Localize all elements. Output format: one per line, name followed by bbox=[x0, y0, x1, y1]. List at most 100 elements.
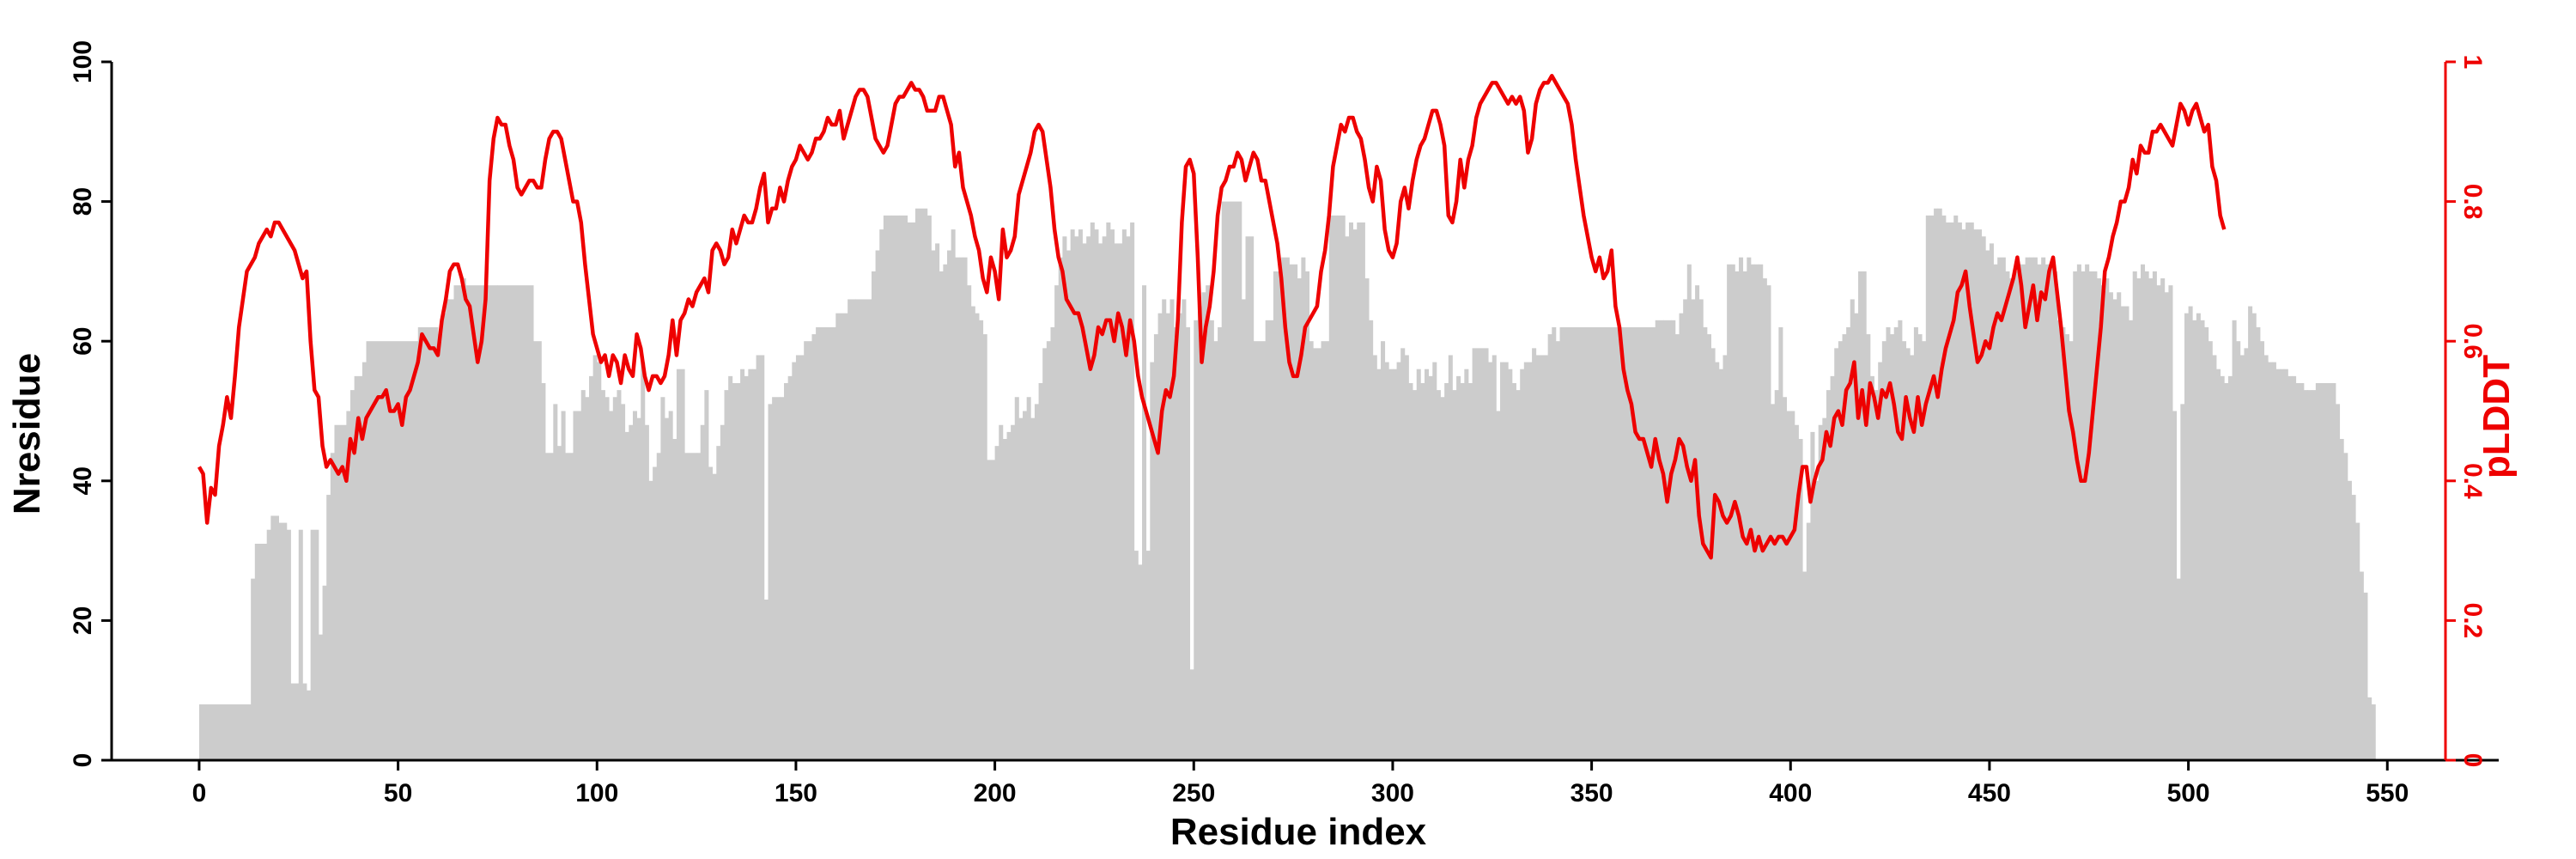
nresidue-bar bbox=[1408, 382, 1413, 760]
nresidue-bar bbox=[1404, 355, 1409, 760]
nresidue-bar bbox=[1011, 424, 1016, 760]
nresidue-bar bbox=[1444, 382, 1449, 760]
axes: 0 50 100 150 200 250 300 350 400 450 500 550 0 20 40 60… bbox=[69, 40, 2499, 807]
nresidue-bar bbox=[2044, 264, 2050, 760]
nresidue-bar bbox=[1273, 271, 1282, 760]
nresidue-bar bbox=[1062, 236, 1067, 760]
nresidue-bar bbox=[1352, 229, 1358, 760]
nresidue-bar bbox=[1547, 334, 1552, 760]
nresidue-bar bbox=[1706, 334, 1711, 760]
nresidue-bar bbox=[2108, 292, 2113, 760]
nresidue-bar bbox=[290, 683, 300, 760]
nresidue-bar bbox=[2069, 341, 2074, 760]
nresidue-bar bbox=[2073, 271, 2078, 760]
nresidue-bar bbox=[716, 446, 721, 760]
nresidue-bar bbox=[1396, 362, 1401, 760]
nresidue-bar bbox=[361, 362, 367, 760]
nresidue-bar bbox=[2371, 704, 2376, 760]
nresidue-bar bbox=[1488, 362, 1493, 760]
y-right-tick-label: 1 bbox=[2458, 55, 2487, 70]
nresidue-bar bbox=[1890, 334, 1895, 760]
nresidue-bar bbox=[1357, 222, 1365, 760]
nresidue-bar bbox=[1301, 257, 1306, 760]
nresidue-bar bbox=[2117, 292, 2122, 760]
nresidue-bar bbox=[2268, 362, 2273, 760]
nresidue-bar bbox=[1759, 264, 1764, 760]
nresidue-bar bbox=[597, 362, 602, 760]
nresidue-bar bbox=[1993, 264, 1998, 760]
nresidue-bar bbox=[2160, 278, 2166, 760]
nresidue-bar bbox=[1917, 334, 1923, 760]
nresidue-bar bbox=[1576, 326, 1584, 760]
nresidue-bar bbox=[1289, 264, 1298, 760]
nresidue-bar bbox=[354, 375, 363, 760]
y-right-tick-label: 0.6 bbox=[2458, 323, 2487, 359]
nresidue-bar bbox=[763, 600, 769, 760]
nresidue-bar bbox=[1783, 397, 1788, 760]
nresidue-bar bbox=[1305, 271, 1310, 760]
nresidue-bar bbox=[624, 431, 629, 760]
nresidue-bar bbox=[994, 446, 999, 760]
nresidue-bar bbox=[987, 460, 995, 760]
nresidue-bar bbox=[1348, 222, 1353, 760]
x-tick-label: 500 bbox=[2167, 779, 2210, 807]
plddt-line-layer bbox=[197, 74, 2227, 560]
nresidue-bar bbox=[2244, 348, 2249, 760]
nresidue-bar bbox=[728, 375, 733, 760]
x-tick-label: 0 bbox=[192, 779, 207, 807]
nresidue-bar bbox=[2343, 453, 2348, 760]
nresidue-bar bbox=[2129, 320, 2134, 760]
plddt-line bbox=[197, 74, 2227, 560]
nresidue-bar bbox=[2248, 306, 2253, 760]
nresidue-bar bbox=[1150, 362, 1155, 760]
nresidue-bar bbox=[1846, 326, 1851, 760]
nresidue-bar bbox=[1838, 341, 1843, 760]
nresidue-bar bbox=[1425, 369, 1430, 760]
nresidue-bar bbox=[1925, 215, 1930, 761]
nresidue-bar bbox=[1953, 215, 1959, 761]
nresidue-bar bbox=[1162, 299, 1167, 760]
nresidue-bar bbox=[2351, 495, 2356, 760]
nresidue-bar bbox=[556, 446, 562, 760]
nresidue-bar bbox=[748, 369, 753, 760]
nresidue-bar bbox=[891, 215, 900, 761]
nresidue-bar bbox=[1997, 257, 2002, 760]
nresidue-bar bbox=[1460, 382, 1465, 760]
x-tick-label: 350 bbox=[1571, 779, 1613, 807]
nresidue-bar bbox=[1862, 271, 1867, 760]
nresidue-bar bbox=[2013, 271, 2018, 760]
nresidue-bar bbox=[1328, 215, 1338, 761]
nresidue-bar bbox=[1886, 326, 1891, 760]
nresidue-bar bbox=[600, 390, 605, 760]
nresidue-bar bbox=[1201, 292, 1206, 760]
nresidue-bar bbox=[1516, 390, 1521, 760]
y-left-tick-label: 0 bbox=[69, 753, 97, 768]
nresidue-bar bbox=[1766, 285, 1771, 760]
nresidue-bar bbox=[1722, 355, 1728, 760]
nresidue-bar bbox=[1376, 369, 1382, 760]
nresidue-bar bbox=[1086, 236, 1091, 760]
nresidue-bar bbox=[2144, 271, 2149, 760]
nresidue-bar bbox=[2164, 292, 2169, 760]
nresidue-bar bbox=[1078, 229, 1083, 760]
nresidue-bar bbox=[720, 424, 725, 760]
nresidue-bar bbox=[1869, 375, 1874, 760]
nresidue-bar bbox=[632, 411, 637, 760]
nresidue-bar bbox=[795, 355, 805, 760]
nresidue-bar bbox=[756, 355, 765, 760]
nresidue-bar bbox=[1002, 439, 1007, 760]
nresidue-bar bbox=[2315, 382, 2320, 760]
nresidue-bar bbox=[2124, 306, 2129, 760]
nresidue-bar bbox=[653, 466, 658, 760]
nresidue-bar bbox=[811, 334, 817, 760]
nresidue-bar bbox=[672, 439, 677, 760]
nresidue-bar bbox=[1253, 341, 1267, 760]
nresidue-bar bbox=[1905, 348, 1911, 760]
nresidue-bar bbox=[2236, 341, 2241, 760]
nresidue-bar bbox=[307, 690, 312, 760]
y-right-tick-label: 0.2 bbox=[2458, 603, 2487, 639]
nresidue-bar bbox=[975, 313, 980, 760]
nresidue-bar bbox=[2212, 355, 2217, 760]
nresidue-bar bbox=[2307, 390, 2312, 760]
